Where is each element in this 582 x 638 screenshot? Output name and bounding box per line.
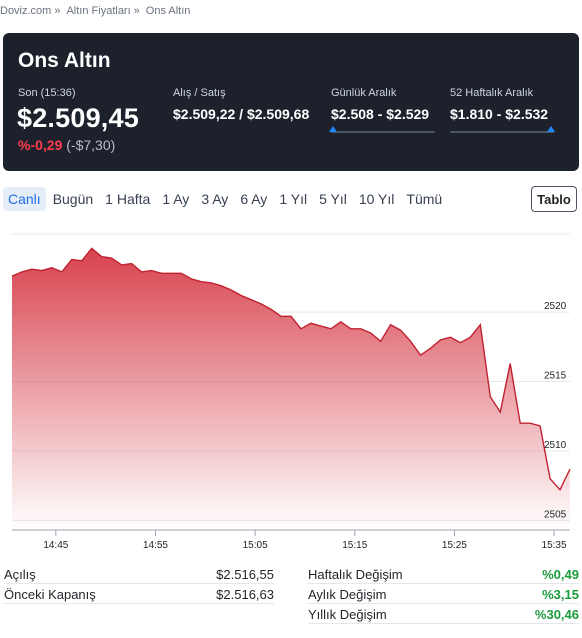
daily-range-value: $2.508 - $2.529	[331, 106, 430, 122]
tab-period-8[interactable]: 10 Yıl	[358, 191, 395, 207]
daily-range-label: Günlük Aralık	[331, 87, 397, 99]
bid-ask-label: Alış / Satış	[173, 87, 226, 99]
y-tick-label: 2515	[544, 371, 567, 382]
x-tick-label: 15:25	[442, 540, 467, 551]
stat-label: Aylık Değişim	[308, 587, 387, 602]
breadcrumb: Doviz.com » Altın Fiyatları » Ons Altın	[0, 3, 190, 19]
price-summary-card: Ons Altın Son (15:36) $2.509,45 %-0,29 (…	[3, 33, 579, 171]
y-tick-label: 2510	[544, 440, 567, 451]
y-tick-label: 2520	[544, 301, 567, 312]
breadcrumb-current: Ons Altın	[145, 5, 191, 17]
breadcrumb-separator: »	[133, 5, 140, 17]
stats-row: Yıllık Değişim %30,46	[308, 604, 579, 624]
weekly-range-marker-icon	[546, 126, 555, 132]
breadcrumb-separator: »	[54, 5, 61, 17]
change-absolute: (-$7,30)	[66, 137, 116, 153]
x-tick-label: 15:35	[542, 540, 567, 551]
stat-value: %3,15	[542, 587, 579, 602]
tab-period-4[interactable]: 3 Ay	[201, 191, 229, 207]
stat-label: Açılış	[4, 567, 36, 582]
tab-period-7[interactable]: 5 Yıl	[319, 191, 347, 207]
x-tick-label: 15:15	[342, 540, 367, 551]
change-percent: %-0,29	[18, 137, 63, 153]
stats-row: Haftalık Değişim %0,49	[308, 564, 579, 584]
tab-period-3[interactable]: 1 Ay	[162, 191, 190, 207]
weekly-range-bar	[450, 131, 554, 133]
x-tick-label: 14:55	[143, 540, 168, 551]
stat-value: %30,46	[534, 607, 579, 622]
weekly-range-value: $1.810 - $2.532	[450, 106, 549, 122]
stat-value: $2.516,55	[216, 567, 274, 582]
tab-period-2[interactable]: 1 Hafta	[105, 191, 151, 207]
tab-live[interactable]: Canlı	[3, 187, 46, 211]
stat-value: %0,49	[542, 567, 579, 582]
price-area-fill	[12, 248, 570, 530]
bid-ask-value: $2.509,22 / $2.509,68	[173, 106, 310, 122]
weekly-range-label: 52 Haftalık Aralık	[450, 87, 534, 99]
page-title: Ons Altın	[18, 49, 111, 72]
period-tabs: Canlı Bugün 1 Hafta 1 Ay 3 Ay 6 Ay 1 Yıl 5 Yıl 1…	[3, 186, 449, 212]
stat-label: Haftalık Değişim	[308, 567, 403, 582]
stat-label: Önceki Kapanış	[4, 587, 96, 602]
last-price-label: Son (15:36)	[18, 87, 76, 99]
stats-row: Önceki Kapanış $2.516,63	[4, 584, 274, 604]
daily-range-marker-icon	[329, 126, 338, 132]
price-change: %-0,29 (-$7,30)	[18, 137, 115, 153]
stats-row: Aylık Değişim %3,15	[308, 584, 579, 604]
tab-period-5[interactable]: 6 Ay	[240, 191, 268, 207]
tab-period-1[interactable]: Bugün	[52, 191, 94, 207]
last-price-value: $2.509,45	[17, 103, 139, 133]
table-view-button[interactable]: Tablo	[531, 186, 577, 212]
breadcrumb-gold-prices-link[interactable]: Altın Fiyatları	[66, 5, 131, 17]
stats-row: Açılış $2.516,55	[4, 564, 274, 584]
breadcrumb-home-link[interactable]: Doviz.com	[0, 5, 52, 17]
tab-period-6[interactable]: 1 Yıl	[279, 191, 308, 207]
y-tick-label: 2505	[544, 509, 567, 520]
stat-value: $2.516,63	[216, 587, 274, 602]
stat-label: Yıllık Değişim	[308, 607, 387, 622]
x-tick-label: 15:05	[243, 540, 268, 551]
price-chart: 2505 2510 2515 2520 14:45 14:55 15:05 15:15 15:…	[11, 233, 571, 551]
daily-range-bar	[331, 131, 435, 133]
tab-period-9[interactable]: Tümü	[406, 191, 443, 207]
x-tick-label: 14:45	[43, 540, 68, 551]
price-line	[11, 247, 571, 492]
